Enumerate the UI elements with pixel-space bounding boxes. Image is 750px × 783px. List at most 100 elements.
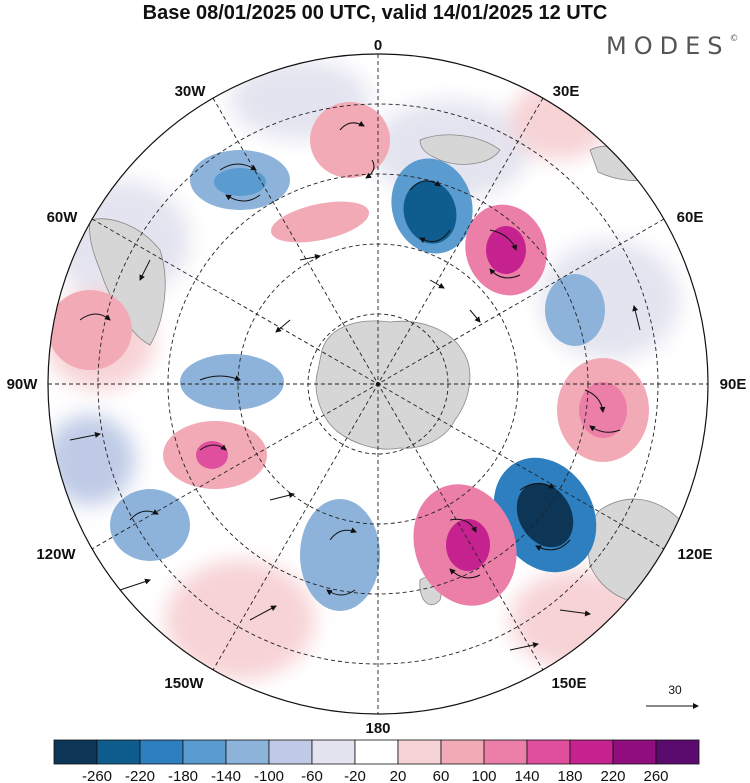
wind-arrow [329, 527, 357, 541]
wind-arrow [535, 539, 571, 551]
colorbar-swatch [139, 739, 184, 765]
colorbar-swatch [182, 739, 227, 765]
lon-label-90e: 90E [720, 376, 747, 393]
wind-arrow [419, 229, 451, 244]
wind-arrow [339, 120, 365, 131]
colorbar-tick-label: -180 [168, 768, 198, 783]
wind-arrow [79, 313, 111, 321]
wind-arrow [219, 163, 257, 171]
colorbar-swatch [440, 739, 485, 765]
map-disc [48, 54, 708, 714]
wind-arrow [559, 609, 591, 617]
wind-arrow [409, 180, 441, 191]
wind-arrow [509, 642, 539, 651]
colorbar-swatch [311, 739, 356, 765]
low-180 [300, 499, 380, 611]
africa-south [419, 134, 501, 165]
lon-label-180: 180 [365, 720, 390, 737]
reference-vector-value: 30 [668, 683, 682, 697]
lon-label-30w: 30W [175, 83, 207, 100]
colorbar-tick-label: 260 [643, 768, 668, 783]
wind-arrow [489, 268, 521, 279]
colorbar-tick-label: 180 [557, 768, 582, 783]
colorbar: -260 -220 -180 -140 -100 -60 -20 20 60 100 140 180 2… [53, 739, 700, 783]
colorbar-swatch [569, 739, 614, 765]
map-boundary [47, 53, 709, 715]
south-pole-marker [376, 382, 380, 386]
brand-text: MODES [606, 32, 730, 60]
south-america [89, 218, 166, 346]
antarctica [315, 320, 471, 450]
high-tasman-core [446, 519, 490, 571]
low-120w [110, 489, 190, 561]
wind-arrow [365, 159, 375, 179]
low-40w-core [214, 168, 266, 196]
colorbar-swatch [96, 739, 141, 765]
colorbar-tick-label: -220 [125, 768, 155, 783]
lon-label-60w: 60W [47, 209, 79, 226]
map-title: Base 08/01/2025 00 UTC, valid 14/01/2025… [142, 2, 608, 24]
wind-arrow [129, 509, 159, 521]
colorbar-tick-label: 100 [471, 768, 496, 783]
colorbar-tick-label: -100 [254, 768, 284, 783]
low-90w [180, 354, 284, 410]
reference-vector: 30 [646, 683, 699, 709]
brand-logo: MODES© [606, 32, 738, 60]
wind-arrow [449, 568, 481, 579]
wind-arrow [589, 425, 621, 433]
colorbar-swatch [397, 739, 442, 765]
anomaly-weak-pos [165, 560, 315, 680]
wind-vectors [69, 120, 641, 651]
anomaly-weak-neg [48, 415, 135, 505]
colorbar-swatch [268, 739, 313, 765]
lon-label-60e: 60E [677, 209, 704, 226]
lon-label-0: 0 [374, 37, 382, 54]
high-ridge-20w [270, 201, 370, 243]
colorbar-swatch [612, 739, 657, 765]
colorbar-swatch [225, 739, 270, 765]
wind-arrow [429, 279, 445, 289]
wind-arrow [489, 229, 518, 251]
colorbar-swatch [483, 739, 528, 765]
wind-arrow [69, 432, 101, 441]
longitude-labels: 0 30E 60E 90E 120E 150E 180 150W 120W 90… [7, 37, 747, 737]
wind-arrow [249, 605, 277, 621]
wind-arrow [139, 259, 151, 281]
colorbar-swatch [53, 739, 98, 765]
wind-arrow [225, 194, 261, 202]
colorbar-swatch [526, 739, 571, 765]
wind-arrow [584, 389, 606, 413]
wind-arrow [275, 319, 291, 333]
high-indian-ocean-core [486, 226, 526, 274]
wind-arrow [326, 589, 356, 596]
colorbar-swatch [354, 739, 399, 765]
colorbar-tick-label: -140 [211, 768, 241, 783]
wind-arrow [519, 482, 555, 491]
lon-label-90w: 90W [7, 376, 39, 393]
lon-label-120e: 120E [677, 546, 712, 563]
high-80w [48, 290, 132, 370]
wind-arrow [199, 444, 227, 451]
colorbar-tick-label: -20 [344, 768, 366, 783]
wind-arrow [632, 305, 641, 331]
wind-arrow [269, 492, 295, 501]
colorbar-tick-label: -260 [82, 768, 112, 783]
wind-arrow [449, 518, 477, 533]
low-south-australia-core [516, 482, 574, 548]
lon-label-150e: 150E [551, 675, 586, 692]
colorbar-swatch [655, 739, 700, 765]
lon-label-120w: 120W [36, 546, 76, 563]
lon-label-30e: 30E [553, 83, 580, 100]
colorbar-tick-label: -60 [301, 768, 323, 783]
low-east-indian [545, 274, 605, 346]
wind-arrow [119, 578, 151, 591]
low-south-africa-core [403, 180, 457, 244]
lon-label-150w: 150W [164, 675, 204, 692]
high-10w [310, 102, 390, 178]
brand-mark: © [729, 34, 739, 44]
wind-arrow [199, 375, 241, 381]
colorbar-tick-label: 20 [390, 768, 407, 783]
wind-arrow [299, 254, 321, 261]
colorbar-tick-label: 60 [433, 768, 450, 783]
